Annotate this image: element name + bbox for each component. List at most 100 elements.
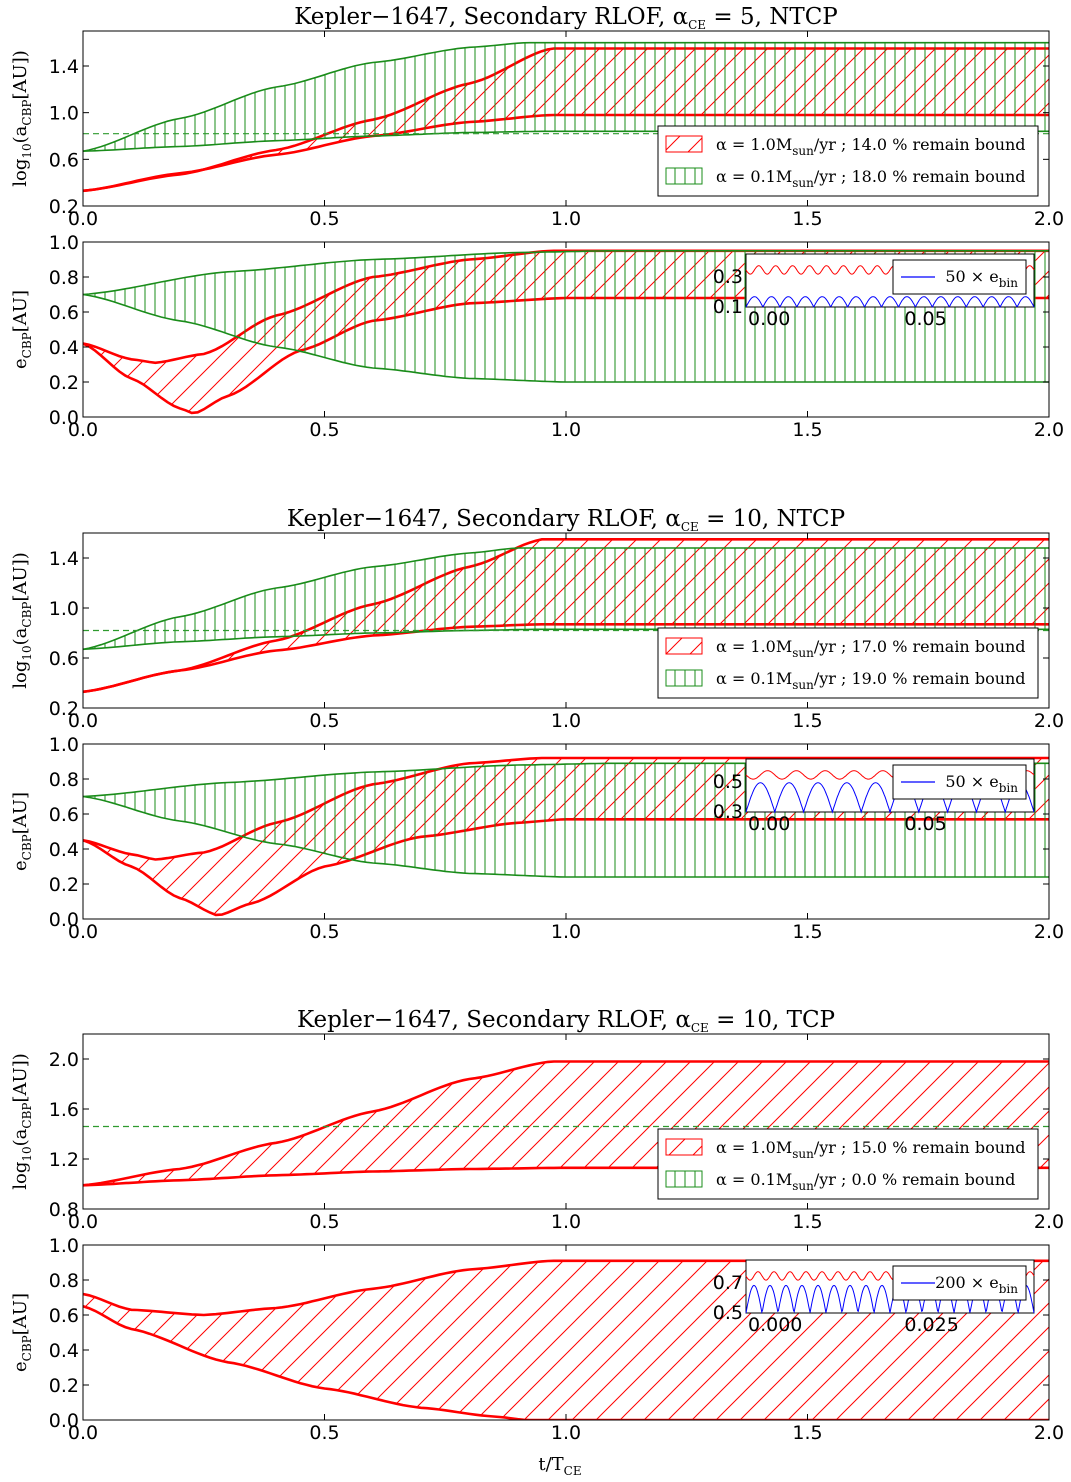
y-tick-label: 1.0	[49, 1235, 79, 1257]
legend-text-part: α = 1.0M	[716, 637, 792, 656]
x-tick-label: 1.5	[792, 419, 822, 441]
chart-title: Kepler−1647, Secondary RLOF, αCE = 5, NT…	[294, 4, 838, 32]
chart-title: Kepler−1647, Secondary RLOF, αCE = 10, T…	[297, 1007, 835, 1035]
title-text: Kepler−1647, Secondary RLOF, α	[297, 1007, 691, 1033]
inset-y-tick-label: 0.5	[713, 771, 743, 793]
inset: 0.00 0.05 0.3 0.1 50 × ebin	[713, 253, 1035, 330]
legend-text-part: /yr ; 15.0 % remain bound	[814, 1138, 1026, 1157]
x-tick-label: 2.0	[1034, 921, 1064, 943]
legend-text-part: /yr ; 19.0 % remain bound	[814, 669, 1026, 688]
y-axis-label: log10(aCBP[AU])	[10, 50, 34, 187]
panel-1: 0.0 0.5 1.0 1.5 2.0 0.2 0.6 1.0 1.4 log10(aCBP[AU…	[10, 4, 1064, 230]
x-tick-label: 0.5	[309, 208, 339, 230]
series-upper-green	[83, 250, 1049, 296]
series-upper-green	[83, 41, 1049, 152]
inset-legend-part: 50 × e	[945, 267, 998, 286]
x-tick-label: 1.0	[551, 1211, 581, 1233]
inset-y-tick-label: 0.1	[713, 296, 743, 318]
x-tick-label: 1.0	[551, 208, 581, 230]
inset-blue-line	[745, 1284, 1035, 1314]
legend-sub: sun	[792, 646, 814, 660]
y-label-sub: CBP	[20, 332, 34, 358]
title-text: = 10, TCP	[709, 1007, 835, 1033]
x-tick-label: 1.0	[551, 710, 581, 732]
x-tick-label: 0.0	[68, 921, 98, 943]
legend-sub: sun	[792, 678, 814, 692]
legend-text-part: α = 1.0M	[716, 135, 792, 154]
legend-text-part: α = 0.1M	[716, 669, 792, 688]
y-tick-label: 0.6	[49, 302, 79, 324]
inset-legend-sub: bin	[999, 1282, 1019, 1296]
x-tick-label: 0.0	[68, 1211, 98, 1233]
y-tick-label: 1.2	[49, 1149, 79, 1171]
inset-legend-text: 50 × ebin	[945, 772, 1018, 795]
series-upper-red	[83, 538, 1049, 694]
legend-text-part: /yr ; 0.0 % remain bound	[814, 1170, 1016, 1189]
panel-4: 0.0 0.5 1.0 1.5 2.0 0.0 0.2 0.4 0.6 0.8 1.0 eCBP[AU…	[10, 734, 1064, 943]
title-sub: CE	[691, 1021, 709, 1035]
inset-y-tick-label: 0.5	[713, 1302, 743, 1324]
y-label-sub: CBP	[20, 1103, 34, 1129]
y-label-text: log	[10, 159, 31, 187]
y-label-text: (a	[10, 125, 31, 143]
y-label-sub: 10	[20, 1146, 34, 1161]
legend-sub: sun	[792, 1179, 814, 1193]
x-tick-label: 0.5	[309, 419, 339, 441]
y-label-text: [AU]	[10, 1293, 31, 1335]
y-axis-label: eCBP[AU]	[10, 290, 34, 369]
legend-swatch-green	[665, 167, 703, 185]
x-tick-label: 0.0	[68, 710, 98, 732]
inset: 0.000 0.025 0.7 0.5 200 × ebin	[713, 1259, 1035, 1336]
y-axis-label: eCBP[AU]	[10, 792, 34, 871]
panel-6: 0.0 0.5 1.0 1.5 2.0 0.0 0.2 0.4 0.6 0.8 1.0 eCBP[AU…	[10, 1235, 1064, 1444]
y-tick-label: 0.2	[49, 874, 79, 896]
x-axis-label: t/TCE	[538, 1454, 581, 1478]
y-label-text: (a	[10, 1128, 31, 1146]
y-label-text: log	[10, 661, 31, 689]
legend-entry: α = 0.1Msun/yr ; 18.0 % remain bound	[716, 167, 1026, 190]
inset-x-tick-label: 0.05	[904, 308, 946, 330]
y-label-text: e	[10, 358, 31, 369]
inset: 0.00 0.05 0.5 0.3 50 × ebin	[713, 758, 1035, 835]
y-label-sub: CBP	[20, 602, 34, 628]
legend-entry: α = 0.1Msun/yr ; 0.0 % remain bound	[716, 1170, 1015, 1193]
inset-x-tick-label: 0.000	[748, 1314, 802, 1336]
y-tick-label: 1.0	[49, 734, 79, 756]
inset-x-tick-label: 0.025	[904, 1314, 958, 1336]
x-tick-label: 0.0	[68, 419, 98, 441]
y-tick-label: 0.8	[49, 267, 79, 289]
series-upper-red	[83, 1060, 1049, 1187]
y-tick-label: 2.0	[49, 1049, 79, 1071]
legend-sub: sun	[792, 1147, 814, 1161]
y-tick-label: 0.2	[49, 698, 79, 720]
legend-swatch-green	[665, 1170, 703, 1188]
y-axis-label: eCBP[AU]	[10, 1293, 34, 1372]
y-label-text: [AU]	[10, 290, 31, 332]
legend-text-part: /yr ; 18.0 % remain bound	[814, 167, 1026, 186]
x-tick-label: 1.0	[551, 419, 581, 441]
legend-box	[657, 125, 1039, 197]
title-text: = 10, NTCP	[699, 506, 845, 532]
y-label-text: [AU])	[10, 552, 31, 601]
x-tick-label: 0.5	[309, 1211, 339, 1233]
legend-entry: α = 1.0Msun/yr ; 17.0 % remain bound	[716, 637, 1026, 660]
x-tick-label: 2.0	[1034, 208, 1064, 230]
y-tick-label: 1.4	[49, 56, 79, 78]
legend-sub: sun	[792, 176, 814, 190]
series-lower-red	[83, 1305, 1049, 1420]
inset-legend-sub: bin	[999, 276, 1019, 290]
y-tick-label: 0.6	[49, 648, 79, 670]
y-tick-label: 1.0	[49, 232, 79, 254]
y-label-text: e	[10, 860, 31, 871]
x-tick-label: 1.5	[792, 710, 822, 732]
y-tick-label: 0.4	[49, 839, 79, 861]
x-tick-label: 2.0	[1034, 419, 1064, 441]
inset-x-tick-label: 0.00	[748, 308, 790, 330]
legend-box	[657, 627, 1039, 699]
x-tick-label: 2.0	[1034, 1422, 1064, 1444]
legend-sub: sun	[792, 144, 814, 158]
inset-legend-text: 50 × ebin	[945, 267, 1018, 290]
